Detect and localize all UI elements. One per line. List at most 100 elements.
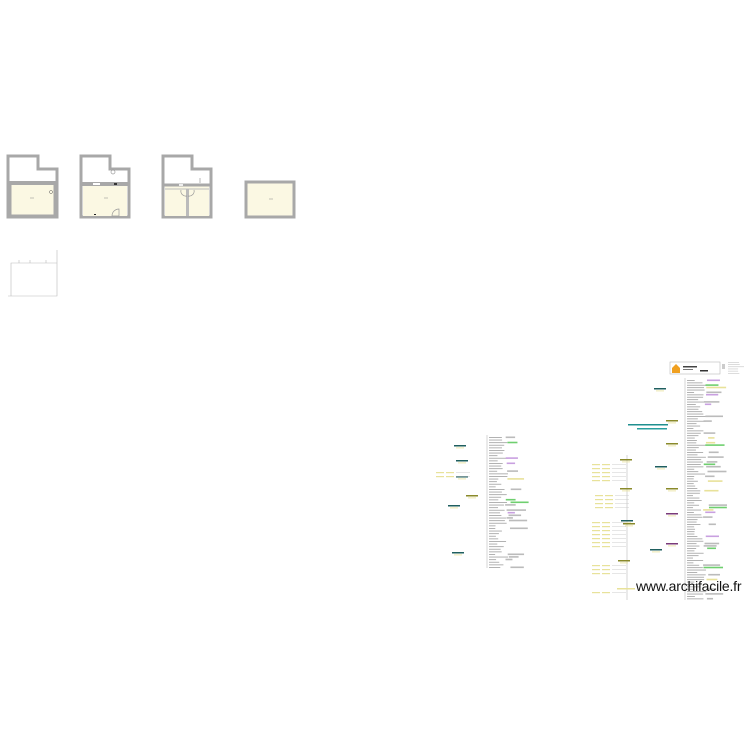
leaf-label — [687, 464, 701, 465]
branch-node — [666, 443, 678, 445]
leaf-label — [489, 437, 502, 438]
left-tag — [446, 476, 454, 478]
left-tag — [592, 480, 600, 482]
floor-plan-1[interactable] — [6, 154, 59, 219]
leaf-label — [687, 399, 699, 401]
leaf-tag — [707, 456, 724, 458]
branch-sub — [458, 462, 466, 464]
leaf-label — [687, 524, 701, 525]
leaf-label — [687, 380, 695, 381]
leaf-label — [687, 476, 695, 477]
leaf-label — [489, 473, 508, 475]
leaf-label — [489, 439, 503, 441]
leaf-tag — [706, 379, 720, 382]
leaf-label — [687, 591, 707, 593]
leaf-label — [489, 533, 499, 535]
leaf-label — [687, 447, 699, 449]
leaf-tag — [707, 480, 723, 482]
leaf-label — [687, 471, 699, 473]
leaf-tag — [506, 462, 516, 465]
leaf-label — [687, 557, 694, 559]
branch-node — [454, 445, 466, 447]
floor-plan-2[interactable] — [79, 154, 131, 219]
leaf-tag — [708, 573, 721, 576]
left-tag — [602, 546, 610, 548]
leaf-label — [489, 530, 502, 532]
leaf-tag — [708, 437, 715, 439]
leaf-label — [687, 495, 694, 497]
leaf-label — [489, 476, 508, 477]
leaf-label — [489, 494, 507, 496]
leaf-label — [687, 512, 694, 513]
leaf-tag — [703, 420, 712, 422]
leaf-tag — [704, 489, 719, 492]
leaf-label — [687, 480, 698, 482]
leaf-label — [489, 559, 497, 561]
leaf-label — [687, 456, 706, 458]
branch-sub — [623, 522, 631, 524]
left-tag — [605, 499, 613, 501]
leaf-tag — [510, 501, 529, 504]
leaf-label — [687, 586, 701, 588]
leaf-label — [489, 561, 500, 563]
leaf-label — [687, 574, 706, 576]
legend-line — [728, 373, 740, 374]
leaf-label — [687, 425, 701, 427]
leaf-label — [687, 569, 707, 571]
left-tag — [592, 530, 600, 532]
branch-sub — [668, 490, 676, 492]
leaf-label — [489, 543, 498, 545]
floor-plan-3[interactable] — [161, 154, 213, 219]
leaf-label — [687, 567, 703, 569]
leaf-label — [687, 538, 703, 540]
branch-sub — [620, 562, 628, 564]
leaf-tag — [704, 542, 720, 545]
leaf-label — [687, 531, 695, 533]
leaf-tag — [706, 461, 718, 463]
floor-plan-outline[interactable] — [8, 250, 58, 297]
leaf-label — [489, 538, 499, 540]
left-tag — [592, 573, 600, 575]
leaf-label — [687, 560, 704, 561]
leaf-tag — [705, 384, 719, 386]
left-tag — [595, 495, 603, 497]
leaf-label — [687, 593, 704, 595]
leaf-label — [687, 528, 696, 530]
branch-sub — [456, 447, 464, 449]
leaf-label — [489, 535, 496, 537]
floor-plan-4[interactable] — [244, 180, 296, 219]
leaf-tag — [705, 593, 724, 595]
branch-node — [654, 388, 666, 390]
leaf-label — [687, 452, 704, 453]
branch-node — [620, 488, 632, 490]
branch-sub — [622, 490, 630, 492]
legend-line — [728, 366, 744, 368]
leaf-label — [687, 432, 701, 434]
leaf-label — [687, 459, 702, 461]
leaf-label — [489, 499, 499, 501]
branch-sub — [625, 525, 633, 527]
left-tag — [592, 522, 600, 524]
leaf-label — [687, 392, 695, 393]
left-tag — [602, 530, 610, 532]
leaf-label — [687, 440, 697, 441]
leaf-label — [687, 394, 704, 396]
leaf-label — [687, 555, 699, 557]
left-tag — [602, 476, 610, 478]
leaf-tag — [509, 527, 528, 530]
logo-box — [669, 361, 725, 375]
left-tag — [605, 503, 613, 505]
leaf-label — [687, 413, 704, 415]
leaf-label — [687, 562, 694, 564]
leaf-label — [489, 546, 504, 548]
branch-sub — [656, 390, 664, 392]
leaf-label — [489, 452, 503, 454]
leaf-tag — [708, 506, 727, 509]
branch-node — [617, 588, 635, 590]
leaf-label — [687, 579, 705, 581]
branch-sub — [668, 422, 676, 424]
leaf-label — [687, 444, 706, 446]
leaf-label — [687, 533, 695, 535]
